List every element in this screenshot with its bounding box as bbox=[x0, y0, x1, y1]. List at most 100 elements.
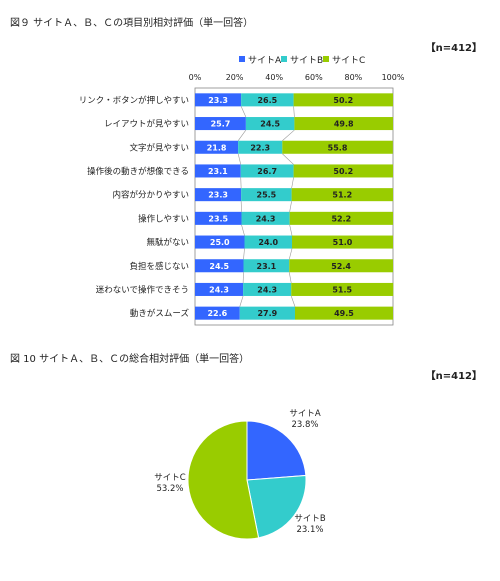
bar-segment bbox=[195, 235, 245, 249]
legend-item-a: サイトA bbox=[239, 53, 281, 66]
pie-slice-value-label: 23.1% bbox=[296, 525, 323, 535]
bar-value-label: 27.9 bbox=[257, 309, 277, 318]
series-connector-line bbox=[239, 295, 244, 307]
bar-segment bbox=[292, 235, 393, 249]
series-connector-line bbox=[237, 153, 242, 165]
bar-value-label: 24.5 bbox=[260, 120, 280, 129]
bar-segment bbox=[195, 93, 242, 107]
bar-segment bbox=[195, 306, 240, 320]
bar-segment bbox=[291, 282, 394, 296]
bar-segment bbox=[195, 164, 241, 178]
legend-swatch-a bbox=[239, 56, 245, 62]
bar-value-label: 51.5 bbox=[332, 285, 352, 294]
series-connector-line bbox=[243, 248, 245, 260]
bar-segment bbox=[241, 211, 290, 225]
bar-value-label: 24.3 bbox=[256, 214, 276, 223]
category-label: 文字が見やすい bbox=[129, 142, 189, 153]
bar-segment bbox=[241, 93, 294, 107]
bar-value-label: 23.1 bbox=[257, 262, 277, 271]
bar-value-label: 52.4 bbox=[331, 262, 351, 271]
category-label: レイアウトが見やすい bbox=[104, 119, 189, 130]
category-label: 内容が分かりやすい bbox=[112, 190, 189, 201]
series-connector-line bbox=[241, 224, 245, 236]
bar-segment bbox=[289, 211, 393, 225]
bar-segment bbox=[289, 259, 393, 273]
bar-segment bbox=[291, 188, 393, 202]
category-label: 動きがスムーズ bbox=[130, 308, 190, 319]
bar-legend: サイトA サイトB サイトC bbox=[0, 53, 500, 67]
series-connector-line bbox=[288, 272, 292, 283]
plot-frame bbox=[194, 87, 394, 326]
bar-value-label: 25.0 bbox=[210, 238, 230, 247]
bar-value-label: 23.3 bbox=[208, 191, 228, 200]
series-connector-line bbox=[289, 224, 293, 236]
bar-segment bbox=[238, 140, 283, 154]
bar-segment bbox=[195, 211, 242, 225]
series-connector-line bbox=[290, 295, 296, 307]
series-connector-line bbox=[293, 106, 295, 118]
pie-slice-value-label: 53.2% bbox=[156, 484, 183, 494]
category-label: 操作しやすい bbox=[138, 213, 189, 224]
bar-segment bbox=[195, 259, 244, 273]
legend-label-c: サイトC bbox=[332, 56, 366, 66]
figure10-title: 図 10 サイトＡ、Ｂ、Ｃの総合相対評価（単一回答） bbox=[10, 354, 250, 365]
bar-segment bbox=[239, 306, 295, 320]
bar-value-label: 23.1 bbox=[208, 167, 228, 176]
bar-value-label: 55.8 bbox=[328, 143, 348, 152]
bar-segment bbox=[243, 259, 290, 273]
pie-slice-value-label: 23.8% bbox=[291, 420, 318, 430]
bar-segment bbox=[294, 117, 393, 131]
figure9-title: 図９ サイトＡ、Ｂ、Ｃの項目別相対評価（単一回答） bbox=[10, 18, 254, 29]
bar-segment bbox=[282, 140, 393, 154]
pie-slice-name-label: サイトC bbox=[154, 473, 186, 483]
bar-value-label: 22.3 bbox=[250, 143, 270, 152]
legend-swatch-c bbox=[323, 56, 329, 62]
bar-segment bbox=[195, 117, 246, 131]
series-connector-line bbox=[282, 153, 294, 165]
bar-value-label: 51.2 bbox=[332, 191, 352, 200]
bar-segment bbox=[244, 235, 293, 249]
bar-value-label: 52.2 bbox=[331, 214, 351, 223]
bar-value-label: 25.7 bbox=[211, 120, 231, 129]
bar-value-label: 26.5 bbox=[257, 96, 277, 105]
bar-value-label: 51.0 bbox=[333, 238, 353, 247]
legend-label-b: サイトB bbox=[290, 56, 324, 66]
series-connector-line bbox=[288, 248, 293, 260]
bar-value-label: 24.3 bbox=[257, 285, 277, 294]
legend-item-b: サイトB bbox=[281, 53, 323, 66]
bar-value-label: 50.2 bbox=[333, 167, 353, 176]
x-tick-label: 100% bbox=[382, 73, 405, 82]
series-connector-line bbox=[289, 201, 292, 212]
pie-slice bbox=[246, 420, 307, 481]
pie-slice-name-label: サイトB bbox=[294, 514, 326, 524]
bar-segment bbox=[195, 140, 239, 154]
bar-segment bbox=[240, 164, 294, 178]
category-label: 無駄がない bbox=[146, 237, 189, 248]
bar-value-label: 49.8 bbox=[334, 120, 354, 129]
legend-swatch-b bbox=[281, 56, 287, 62]
pie-slice-name-label: サイトA bbox=[289, 409, 321, 419]
category-label: リンク・ボタンが押しやすい bbox=[79, 95, 189, 106]
bar-segment bbox=[294, 306, 393, 320]
bar-segment bbox=[245, 117, 295, 131]
x-tick-label: 60% bbox=[305, 73, 323, 82]
bar-segment bbox=[241, 188, 292, 202]
figure9-n-label: 【n=412】 bbox=[425, 43, 482, 54]
bar-segment bbox=[293, 164, 393, 178]
bar-value-label: 24.3 bbox=[209, 285, 229, 294]
series-connector-line bbox=[291, 177, 294, 189]
bar-value-label: 22.6 bbox=[207, 309, 227, 318]
bar-value-label: 24.5 bbox=[209, 262, 229, 271]
x-tick-label: 20% bbox=[226, 73, 244, 82]
bar-value-label: 24.0 bbox=[258, 238, 278, 247]
pie-slice bbox=[246, 474, 307, 539]
bar-value-label: 25.5 bbox=[257, 191, 277, 200]
bar-value-label: 23.5 bbox=[208, 214, 228, 223]
legend-label-a: サイトA bbox=[248, 56, 282, 66]
bar-value-label: 26.7 bbox=[257, 167, 277, 176]
bar-value-label: 50.2 bbox=[333, 96, 353, 105]
series-connector-line bbox=[240, 106, 247, 118]
stacked-bar-chart: 0% 20% 40% 60% 80% 100% リンク・ボタンが押しやすい 23.3 26.5 5… bbox=[79, 73, 405, 326]
bar-segment bbox=[243, 282, 292, 296]
